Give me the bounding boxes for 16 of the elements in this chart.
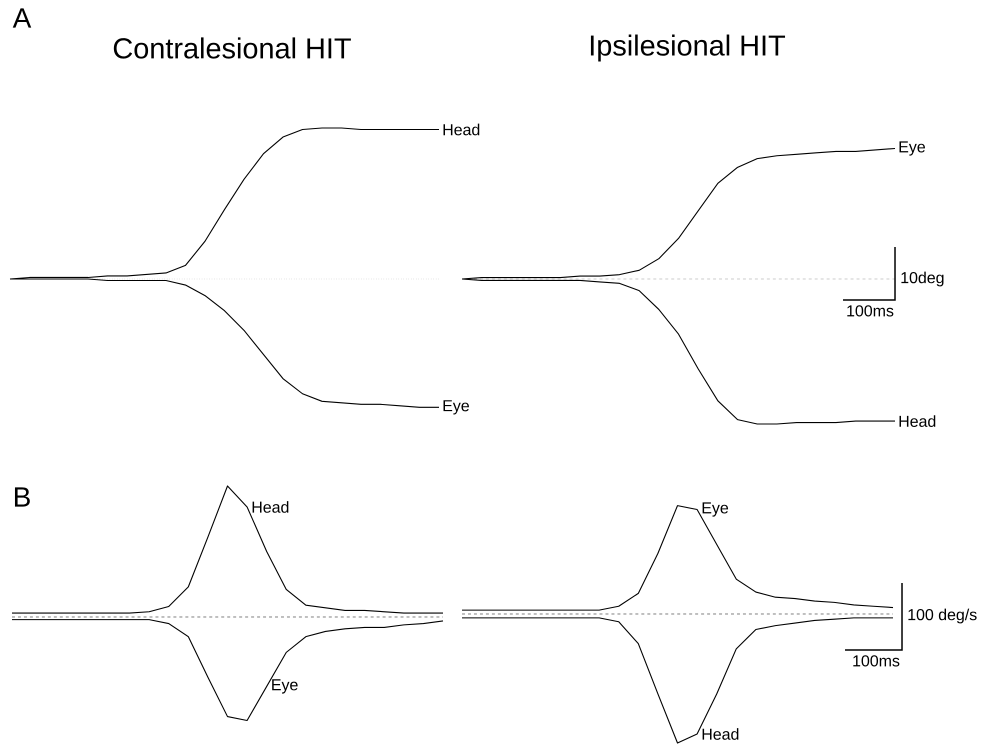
series-label: Eye bbox=[272, 679, 298, 694]
chart-title: Contralesional HIT bbox=[114, 37, 351, 59]
annotation: B bbox=[14, 487, 30, 507]
series-label: Head bbox=[444, 124, 480, 136]
series-label: Eye bbox=[702, 502, 728, 517]
chart-title: Ipsilesional HIT bbox=[590, 34, 786, 62]
annotation: 100ms bbox=[853, 655, 900, 666]
text: 100 deg/s bbox=[908, 608, 977, 624]
series-label: Head bbox=[702, 728, 738, 740]
text: A bbox=[12, 8, 32, 28]
series-label: Eye bbox=[444, 400, 469, 414]
series-label: Head bbox=[252, 501, 288, 513]
series-label: Head bbox=[900, 415, 936, 427]
text: 10deg bbox=[901, 272, 944, 286]
annotation: 100ms bbox=[847, 305, 894, 316]
series-label: Eye bbox=[900, 141, 925, 156]
